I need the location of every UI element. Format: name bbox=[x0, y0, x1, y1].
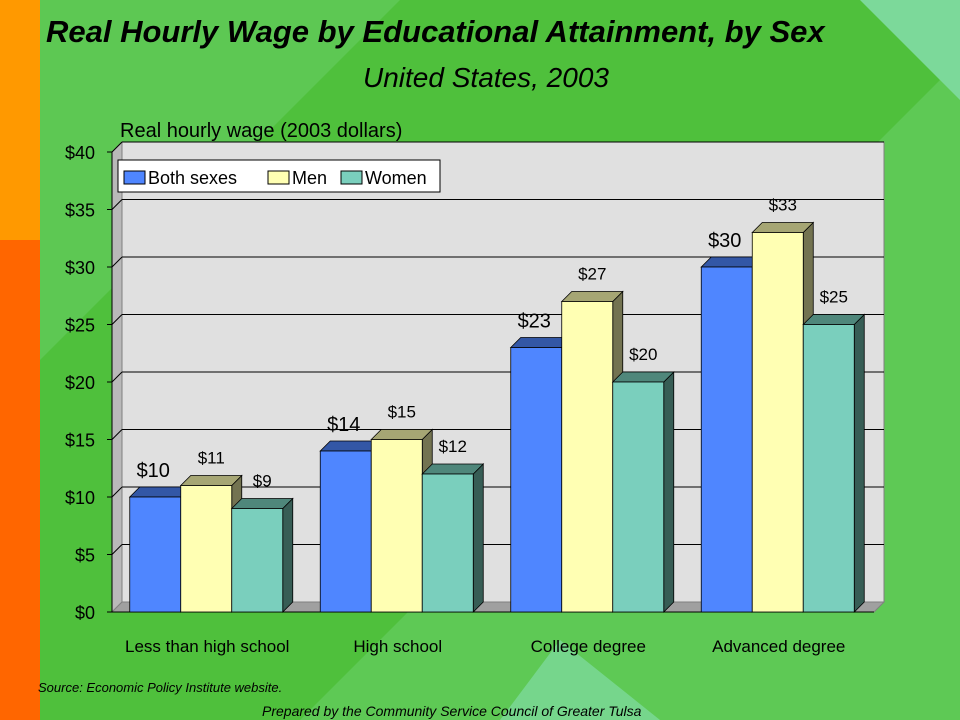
legend-label: Men bbox=[292, 168, 327, 188]
legend-swatch bbox=[340, 170, 363, 185]
data-label: $9 bbox=[253, 472, 272, 491]
x-tick-label: Less than high school bbox=[125, 637, 289, 656]
chart-subtitle: United States, 2003 bbox=[363, 62, 609, 93]
gridline-diag bbox=[111, 314, 123, 325]
chart-title: Real Hourly Wage by Educational Attainme… bbox=[46, 14, 825, 49]
bar-side bbox=[853, 313, 865, 613]
gridline-diag bbox=[111, 429, 123, 440]
bar-side bbox=[663, 371, 675, 613]
bar-top bbox=[370, 429, 434, 440]
bar-top bbox=[802, 314, 866, 325]
bar-side bbox=[282, 497, 294, 613]
gridline-diag bbox=[111, 486, 123, 498]
data-label: $30 bbox=[708, 230, 741, 252]
bar bbox=[700, 266, 753, 613]
bar bbox=[751, 232, 804, 613]
gridline-diag bbox=[111, 371, 123, 383]
data-label: $20 bbox=[629, 345, 657, 364]
y-tick-label: $35 bbox=[65, 201, 95, 221]
bar bbox=[370, 439, 423, 613]
x-tick-label: High school bbox=[353, 637, 442, 656]
bar bbox=[561, 301, 614, 613]
data-label: $11 bbox=[198, 449, 225, 468]
data-label: $33 bbox=[769, 196, 797, 215]
bar bbox=[421, 473, 474, 613]
x-tick-label: College degree bbox=[531, 637, 646, 656]
y-tick-label: $20 bbox=[65, 373, 95, 393]
red-orange-side-band bbox=[0, 240, 40, 720]
data-label: $14 bbox=[327, 414, 360, 436]
decor-corner-top-right bbox=[860, 0, 960, 100]
gridline-diag bbox=[111, 544, 123, 555]
y-tick-label: $0 bbox=[75, 603, 95, 623]
bar-top bbox=[230, 498, 294, 509]
bar-top bbox=[421, 463, 485, 475]
source-note: Source: Economic Policy Institute websit… bbox=[38, 680, 283, 695]
bar bbox=[129, 496, 182, 613]
bar-top bbox=[611, 371, 675, 383]
y-tick-label: $40 bbox=[65, 143, 95, 163]
y-axis-label: Real hourly wage (2003 dollars) bbox=[120, 120, 403, 142]
bar bbox=[231, 508, 284, 613]
bar-top bbox=[179, 475, 243, 486]
gridline-diag bbox=[111, 141, 123, 153]
legend-label: Women bbox=[365, 168, 427, 188]
bar-side bbox=[472, 463, 484, 613]
legend-swatch bbox=[267, 170, 290, 185]
y-tick-label: $15 bbox=[65, 431, 95, 451]
gridline-diag bbox=[111, 256, 123, 268]
data-label: $25 bbox=[820, 288, 848, 307]
decor-bottom-wedge bbox=[500, 640, 660, 720]
bar bbox=[319, 450, 372, 613]
orange-side-band bbox=[0, 0, 40, 240]
data-label: $15 bbox=[388, 403, 416, 422]
credit-note: Prepared by the Community Service Counci… bbox=[262, 703, 642, 719]
data-label: $27 bbox=[578, 265, 606, 284]
data-label: $10 bbox=[137, 460, 170, 482]
data-label: $23 bbox=[518, 311, 551, 333]
y-tick-label: $10 bbox=[65, 488, 95, 508]
legend-label: Both sexes bbox=[148, 168, 237, 188]
bar bbox=[510, 347, 563, 613]
legend-swatch bbox=[123, 170, 146, 185]
gridline-diag bbox=[111, 199, 123, 210]
bar bbox=[802, 324, 855, 613]
bar-top bbox=[560, 291, 624, 302]
y-tick-label: $25 bbox=[65, 316, 95, 336]
x-tick-label: Advanced degree bbox=[712, 637, 845, 656]
bar bbox=[180, 485, 233, 613]
bar bbox=[612, 381, 665, 613]
y-tick-label: $5 bbox=[75, 546, 95, 566]
data-label: $12 bbox=[439, 437, 467, 456]
bar-top bbox=[751, 222, 815, 233]
y-tick-label: $30 bbox=[65, 258, 95, 278]
